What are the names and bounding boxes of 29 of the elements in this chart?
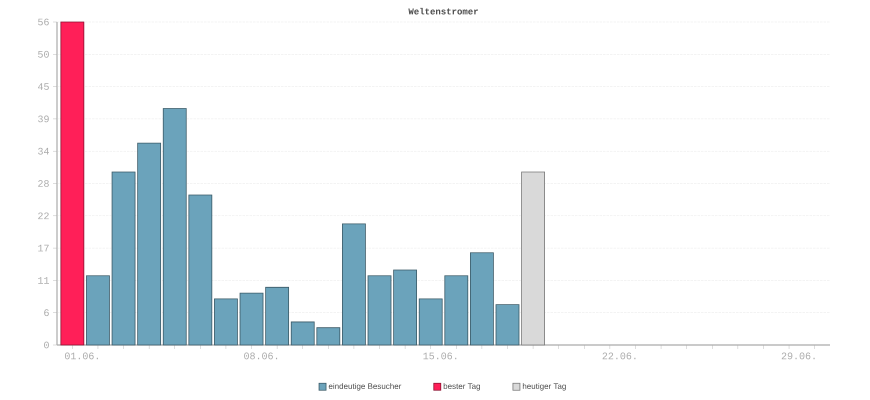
- legend-label: eindeutige Besucher: [328, 383, 402, 391]
- y-tick-label: 6: [44, 309, 49, 316]
- y-tick-label: 34: [38, 148, 49, 155]
- y-tick-label: 45: [38, 83, 49, 90]
- y-tick-label: 0: [44, 342, 49, 348]
- x-tick-label: 15.06.: [423, 352, 456, 360]
- y-tick-label: 56: [38, 18, 49, 26]
- bar: [418, 298, 443, 346]
- y-tick-label: 11: [38, 277, 49, 284]
- legend-label: heutiger Tag: [522, 383, 566, 391]
- chart-title: Weltenstromer: [408, 8, 478, 14]
- y-tick-label: 28: [38, 180, 49, 187]
- x-tick-label: 22.06.: [602, 352, 636, 360]
- y-tick-label: 50: [38, 50, 49, 58]
- bar: [162, 108, 187, 346]
- y-tick-label: 39: [38, 116, 49, 122]
- x-tick-label: 08.06.: [244, 352, 278, 360]
- bar: [188, 194, 212, 346]
- bar: [444, 275, 468, 346]
- bar: [290, 322, 315, 346]
- bar: [521, 172, 545, 346]
- y-tick-label: 17: [38, 244, 49, 252]
- y-tick-label: 22: [38, 212, 49, 220]
- bar: [137, 142, 162, 346]
- legend-label: bester Tag: [444, 383, 480, 391]
- x-tick-label: 01.06.: [64, 352, 98, 360]
- bar: [60, 22, 84, 346]
- bar: [316, 327, 340, 346]
- x-tick-label: 29.06.: [782, 352, 815, 360]
